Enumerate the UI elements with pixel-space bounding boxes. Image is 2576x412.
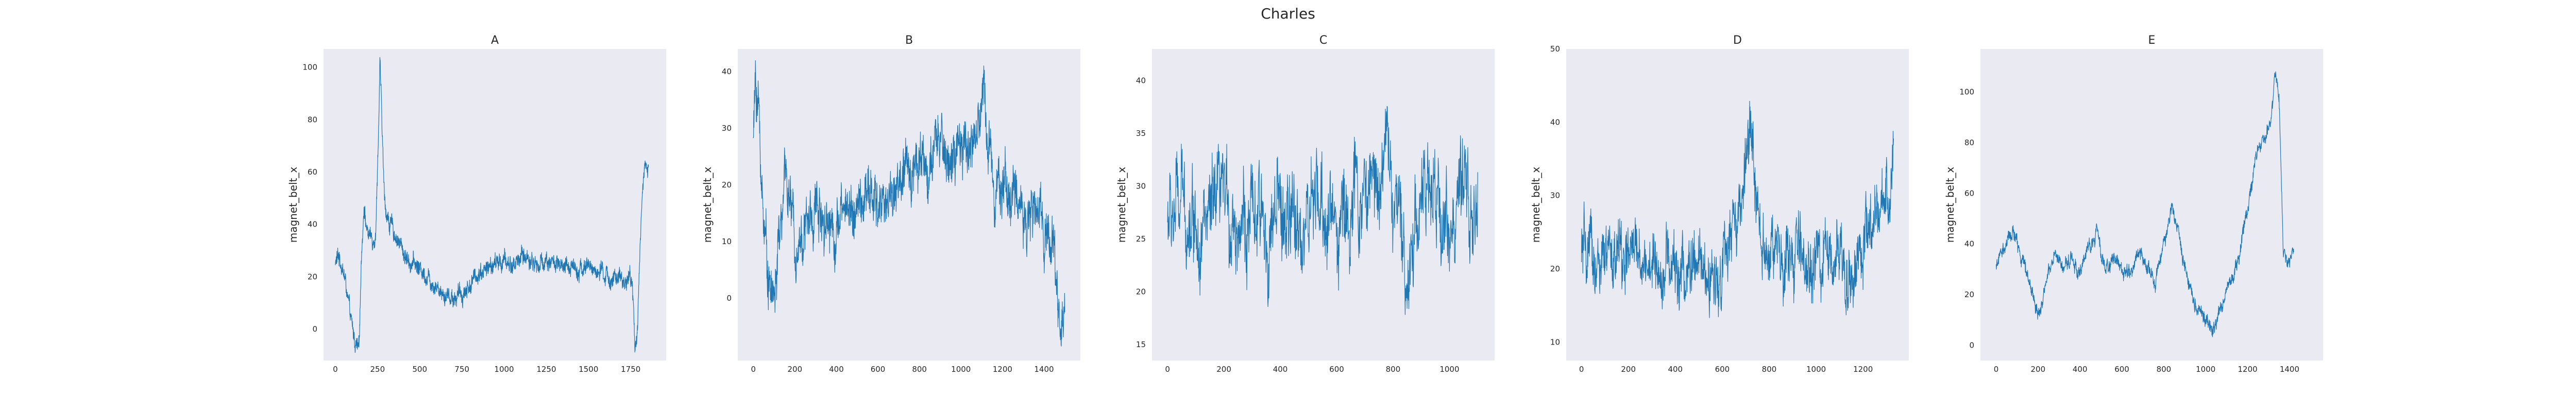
x-tick-label: 0 [333,365,338,374]
plot-area [738,49,1080,360]
x-tick-label: 200 [2031,365,2046,374]
y-tick-label: 80 [1964,138,1974,147]
x-tick-label: 1000 [494,365,514,374]
y-tick-label: 10 [1550,337,1560,347]
y-axis-label: magnet_belt_x [701,167,714,243]
x-tick-label: 600 [1715,365,1730,374]
x-tick-label: 1000 [1439,365,1459,374]
x-tick-label: 200 [788,365,803,374]
y-tick-label: 0 [726,294,732,303]
y-tick-label: 80 [308,115,317,124]
series-line [335,57,649,353]
subplot-title: D [1733,34,1742,47]
x-tick-label: 600 [1329,365,1344,374]
y-tick-label: 20 [1550,264,1560,273]
y-tick-label: 100 [1959,88,1974,97]
y-tick-label: 0 [1969,340,1974,350]
x-tick-label: 1400 [2280,365,2299,374]
x-tick-label: 400 [829,365,844,374]
plot-area [1566,49,1909,360]
x-tick-label: 250 [370,365,385,374]
x-tick-label: 1000 [1806,365,1826,374]
x-tick-label: 600 [2114,365,2129,374]
y-tick-label: 30 [1136,182,1146,191]
plot-area [1980,49,2323,360]
x-tick-label: 1000 [2196,365,2215,374]
y-tick-label: 25 [1136,234,1146,244]
y-tick-label: 40 [308,220,317,229]
x-tick-label: 0 [1165,365,1170,374]
series-line [1995,71,2294,337]
y-tick-label: 40 [1964,239,1974,249]
x-tick-label: 750 [454,365,469,374]
x-tick-label: 800 [1762,365,1777,374]
y-tick-label: 35 [1136,129,1146,138]
subplot-title: B [905,34,913,47]
y-tick-label: 20 [1136,287,1146,297]
subplot-title: E [2148,34,2156,47]
y-tick-label: 60 [1964,188,1974,198]
subplot-title: C [1319,34,1327,47]
x-tick-label: 400 [1668,365,1683,374]
y-tick-label: 40 [1136,76,1146,85]
y-tick-label: 20 [722,180,732,190]
series-line [1581,100,1894,318]
x-tick-label: 400 [1273,365,1288,374]
plot-area [324,49,666,360]
x-tick-label: 1750 [621,365,640,374]
y-tick-label: 15 [1136,340,1146,349]
subplot-title: A [491,34,499,47]
y-tick-label: 20 [1964,290,1974,299]
figure-title: Charles [1261,5,1315,22]
y-tick-label: 0 [312,324,317,334]
x-tick-label: 400 [2073,365,2088,374]
series-line [1167,106,1478,315]
x-tick-label: 1000 [951,365,971,374]
x-tick-label: 1200 [993,365,1012,374]
y-tick-label: 100 [302,63,317,72]
y-tick-label: 30 [1550,191,1560,200]
x-tick-label: 1200 [1853,365,1873,374]
x-tick-label: 800 [912,365,927,374]
y-tick-label: 60 [308,167,317,177]
y-axis-label: magnet_belt_x [1115,167,1128,243]
y-tick-label: 20 [308,272,317,281]
x-tick-label: 1500 [579,365,598,374]
x-tick-label: 200 [1621,365,1636,374]
y-tick-label: 10 [722,237,732,246]
y-axis-label: magnet_belt_x [1530,167,1542,243]
x-tick-label: 600 [871,365,886,374]
x-tick-label: 1250 [536,365,556,374]
y-axis-label: magnet_belt_x [1944,167,1956,243]
series-line [753,60,1065,347]
x-tick-label: 0 [1579,365,1584,374]
y-tick-label: 40 [1550,117,1560,127]
x-tick-label: 0 [751,365,756,374]
y-axis-label: magnet_belt_x [287,167,299,243]
x-tick-label: 0 [1994,365,1999,374]
x-tick-label: 200 [1216,365,1231,374]
x-tick-label: 800 [1386,365,1401,374]
x-tick-label: 500 [412,365,427,374]
y-tick-label: 40 [722,67,732,76]
y-tick-label: 30 [722,124,732,133]
y-tick-label: 50 [1550,44,1560,54]
x-tick-label: 1200 [2238,365,2257,374]
x-tick-label: 800 [2157,365,2172,374]
x-tick-label: 1400 [1034,365,1054,374]
